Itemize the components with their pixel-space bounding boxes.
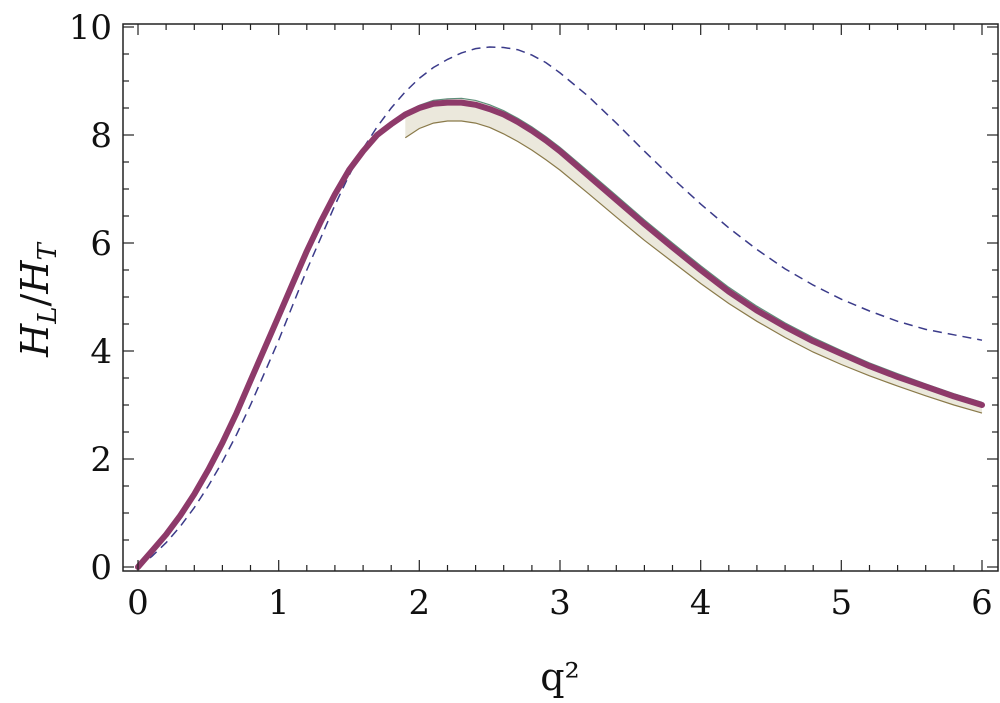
x-tick-label: 1 <box>268 583 290 623</box>
y-tick-label: 4 <box>90 332 112 372</box>
x-tick-label: 4 <box>690 583 712 623</box>
x-tick-label: 2 <box>408 583 430 623</box>
plot-area <box>135 46 985 570</box>
y-tick-label: 2 <box>90 440 112 480</box>
y-label-main: H <box>13 323 57 358</box>
y-tick-label: 8 <box>90 116 112 156</box>
y-label-sub1: L <box>33 306 63 324</box>
uncertainty-band <box>405 98 982 414</box>
y-label-sep: / <box>13 293 57 306</box>
plot-frame <box>122 23 999 572</box>
x-tick-label: 3 <box>549 583 571 623</box>
band-lower-edge <box>404 120 983 414</box>
x-axis-label: q² <box>540 655 580 699</box>
x-tick-label: 5 <box>830 583 852 623</box>
x-tick-label: 6 <box>971 583 993 623</box>
dashed-curve <box>137 46 983 568</box>
y-label-main-2: H <box>13 260 57 295</box>
x-tick-label: 0 <box>127 583 149 623</box>
tick-labels: 0 1 2 3 4 5 6 0 2 4 6 8 10 <box>69 8 993 623</box>
band-upper-edge <box>405 97 983 403</box>
y-tick-label: 0 <box>90 548 112 588</box>
central-curve <box>135 99 985 570</box>
axis-ticks <box>123 24 998 571</box>
y-tick-label: 10 <box>69 8 112 48</box>
y-axis-label: HL/HT <box>13 241 63 357</box>
y-tick-label: 6 <box>90 224 112 264</box>
y-label-sub2: T <box>33 241 63 260</box>
